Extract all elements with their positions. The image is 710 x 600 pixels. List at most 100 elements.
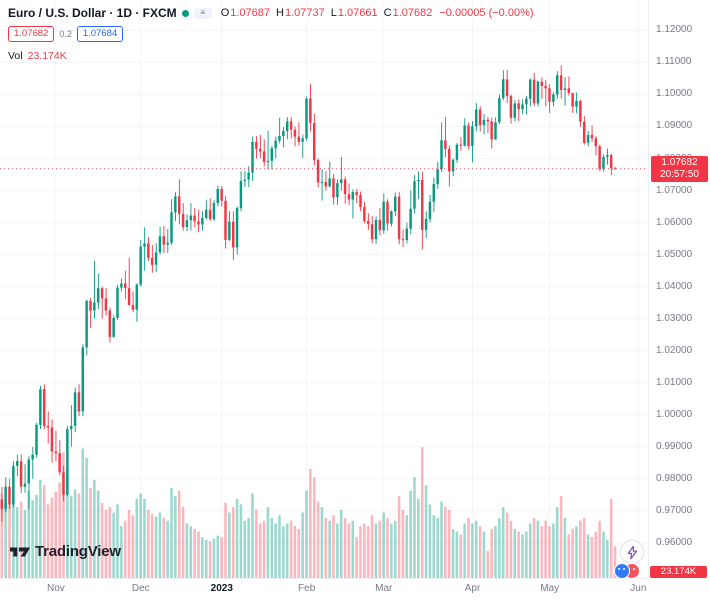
volume-bar — [96, 490, 100, 578]
volume-bar — [147, 509, 150, 578]
volume-bar — [312, 477, 316, 578]
candle-body — [235, 208, 239, 248]
price-tick-label: 1.05000 — [656, 248, 693, 260]
volume-bar — [50, 497, 54, 578]
legend-menu-icon[interactable]: ≡ — [193, 7, 212, 19]
candle-body — [424, 219, 428, 230]
volume-bar — [525, 531, 528, 578]
volume-bar — [351, 520, 355, 578]
candle-body — [413, 181, 416, 209]
brand-name: TradingView — [35, 543, 121, 560]
volume-bar — [108, 507, 112, 578]
candle-body — [12, 465, 15, 505]
buy-button[interactable]: 1.07684 — [76, 26, 124, 42]
candle-body — [42, 389, 46, 426]
volume-bar — [185, 523, 189, 578]
symbol-title[interactable]: Euro / U.S. Dollar · 1D · FXCM — [8, 6, 177, 20]
candle-body — [309, 98, 312, 123]
volume-bar — [343, 518, 347, 578]
candle-body — [216, 188, 220, 203]
volume-bar — [316, 501, 320, 578]
volume-bar — [231, 507, 235, 578]
candle-body — [420, 180, 424, 230]
volume-bar — [42, 485, 46, 578]
candle-body — [328, 178, 331, 187]
volume-bar — [594, 531, 598, 578]
candle-body — [320, 181, 324, 183]
emoji-reactions-button[interactable] — [614, 563, 640, 579]
candle-body — [351, 192, 355, 200]
candle-body — [112, 318, 115, 337]
candle-body — [69, 425, 73, 430]
candle-body — [528, 79, 532, 99]
candle-body — [447, 148, 451, 172]
candle-body — [324, 181, 328, 187]
volume-bar — [278, 515, 281, 578]
time-scale[interactable]: Nov Dec 2023 Feb Mar Apr May Jun — [0, 578, 648, 600]
candle-body — [440, 140, 443, 170]
volume-bar — [324, 518, 328, 578]
volume-bar — [501, 507, 505, 578]
volume-bar — [69, 496, 73, 578]
candle-body — [343, 179, 347, 194]
volume-bar — [100, 503, 104, 578]
volume-bar — [571, 528, 574, 578]
last-price-value: 1.07682 — [661, 156, 698, 168]
candle-body — [359, 195, 362, 208]
candle-body — [181, 213, 185, 227]
candle-body — [212, 203, 216, 220]
candle-body — [31, 454, 34, 460]
candle-body — [571, 93, 574, 107]
volume-bar — [93, 479, 96, 578]
price-scale[interactable]: 1.07682 20:57:50 0.96000 0.97000 0.98000 0.… — [648, 0, 710, 578]
volume-bar — [544, 520, 547, 578]
volume-bar — [143, 498, 146, 578]
candle-body — [575, 100, 578, 107]
sell-button[interactable]: 1.07682 — [8, 26, 55, 42]
candle-body — [58, 453, 61, 473]
close-label: C — [383, 7, 392, 19]
tradingview-brand[interactable]: TradingView — [10, 543, 121, 560]
time-tick-label: Mar — [375, 583, 393, 594]
volume-bar — [255, 509, 258, 578]
time-tick-label: Apr — [464, 583, 481, 594]
volume-bar — [266, 507, 270, 578]
volume-bar — [413, 477, 416, 578]
volume-bar — [386, 518, 389, 578]
volume-bar — [567, 534, 571, 578]
chart-canvas[interactable] — [0, 0, 648, 578]
volume-bar — [490, 528, 493, 578]
volume-bar — [482, 531, 486, 578]
price-tick-label: 1.11000 — [656, 56, 692, 68]
time-tick-label: Feb — [298, 583, 316, 594]
candle-body — [93, 302, 96, 311]
time-tick-label: Nov — [47, 583, 65, 594]
candle-body — [50, 427, 54, 452]
candle-body — [23, 483, 27, 487]
candle-body — [19, 461, 23, 487]
candle-body — [432, 184, 436, 202]
price-tick-label: 1.09000 — [656, 120, 693, 132]
market-status-dot-icon — [181, 9, 189, 17]
candle-body — [297, 136, 301, 142]
volume-bar — [297, 528, 301, 578]
ohlc-values: O1.07687 H1.07737 L1.07661 C1.07682 −0.0… — [221, 7, 534, 19]
candle-body — [409, 208, 412, 229]
volume-bar — [486, 550, 490, 578]
candle-body — [405, 228, 409, 241]
volume-bar — [552, 523, 555, 578]
volume-label[interactable]: Vol — [8, 50, 23, 62]
volume-bar — [181, 507, 185, 578]
volume-bar — [46, 504, 50, 578]
volume-bar — [602, 531, 605, 578]
candle-body — [598, 146, 601, 169]
open-value: 1.07687 — [230, 7, 271, 19]
candle-body — [401, 239, 405, 241]
price-tick-label: 1.00000 — [656, 408, 693, 420]
volume-bar — [15, 507, 19, 578]
instant-trading-button[interactable] — [620, 540, 644, 564]
candle-body — [166, 242, 169, 245]
candle-body — [586, 135, 590, 143]
volume-bar — [420, 447, 424, 578]
candle-body — [536, 81, 540, 104]
